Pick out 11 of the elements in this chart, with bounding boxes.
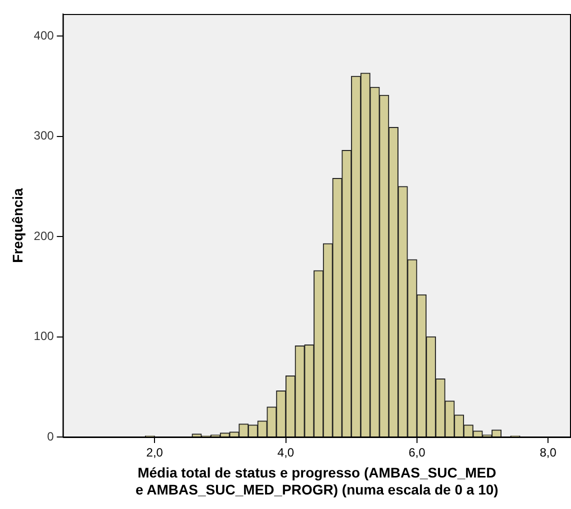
x-tick-label: 4,0 <box>277 446 294 460</box>
y-axis-title: Frequência <box>9 188 26 263</box>
y-tick-label: 300 <box>34 128 54 143</box>
y-tick-label: 200 <box>34 228 54 243</box>
x-tick-label: 6,0 <box>408 446 426 460</box>
x-tick-label: 2,0 <box>146 446 164 460</box>
x-axis-title: Média total de status e progresso (AMBAS_SUC_MED e AMBAS_SUC_MED_PROGR) (numa escala de 0 a 10) <box>135 464 498 498</box>
x-tick-label: 8,0 <box>540 446 557 460</box>
y-tick-label: 100 <box>34 329 54 344</box>
y-tick-label: 400 <box>34 28 54 42</box>
y-tick-label: 0 <box>47 429 54 444</box>
